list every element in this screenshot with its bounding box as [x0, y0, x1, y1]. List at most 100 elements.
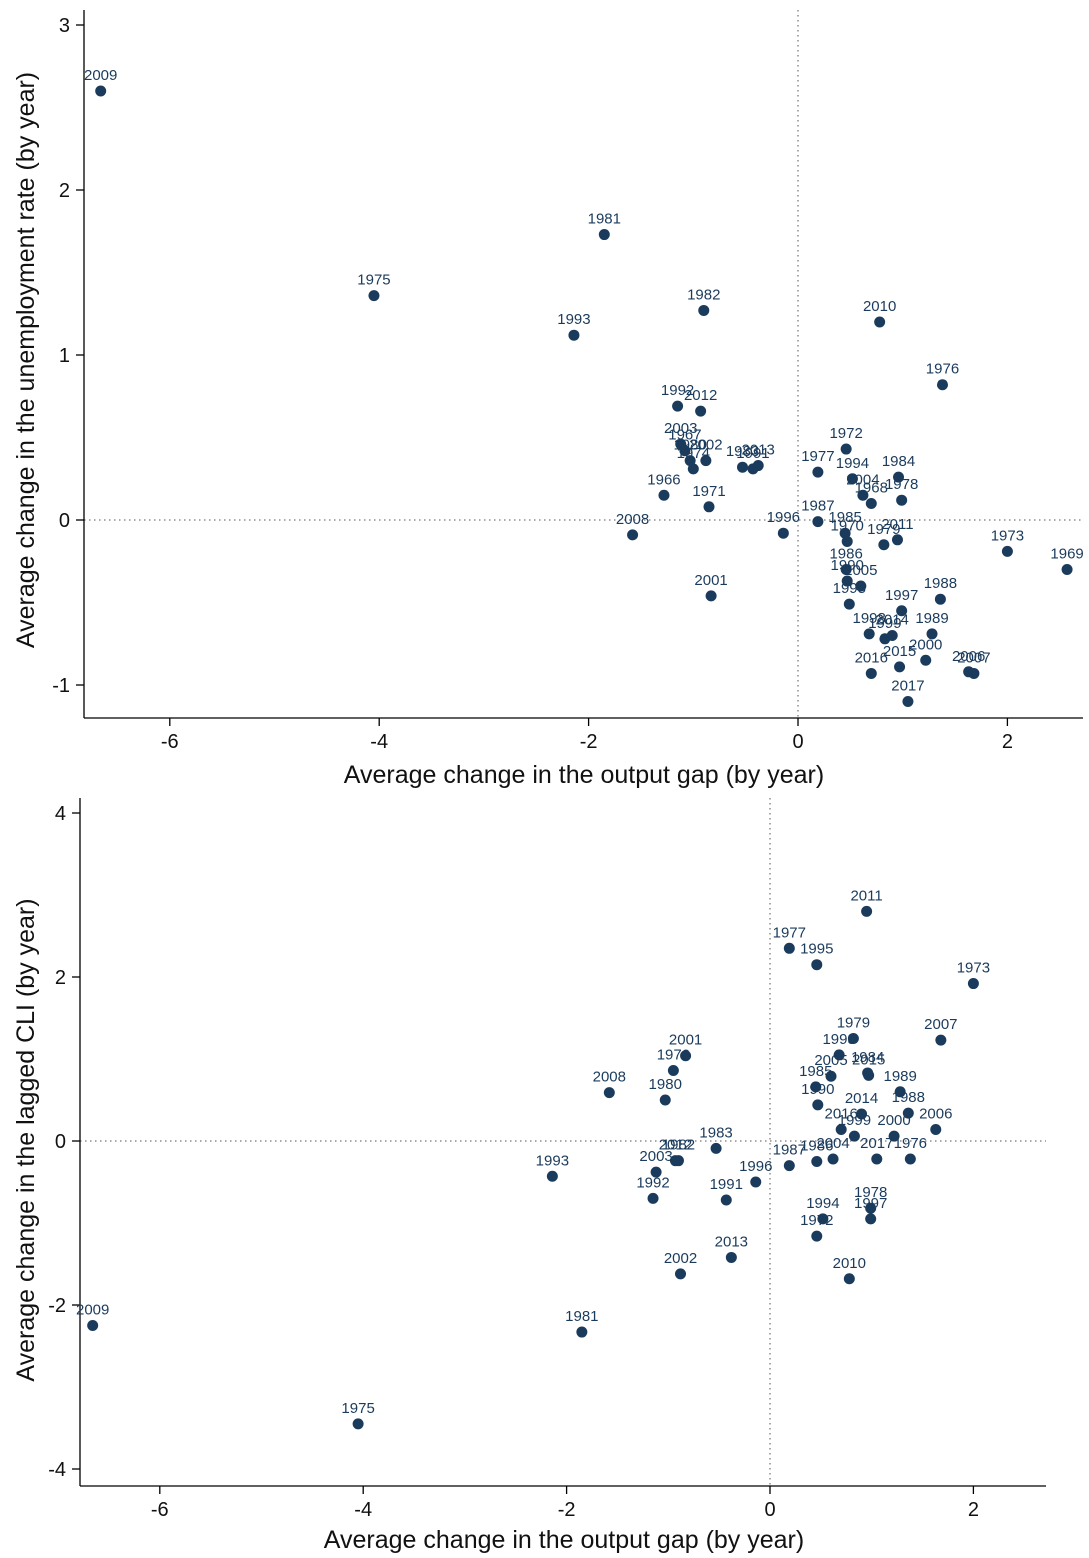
data-point — [894, 1086, 906, 1098]
point-label: 1996 — [767, 509, 800, 526]
point-label: 1991 — [736, 445, 769, 462]
data-point — [783, 1160, 795, 1172]
data-point — [968, 667, 980, 679]
data-point — [893, 471, 905, 483]
point-label: 1978 — [854, 1184, 887, 1201]
data-point — [750, 1176, 762, 1188]
y-tick-label: -1 — [52, 675, 70, 697]
point-label: 1980 — [649, 1076, 682, 1093]
point-label: 1993 — [536, 1152, 569, 1169]
point-label: 2016 — [855, 649, 888, 666]
point-label: 1975 — [341, 1400, 374, 1417]
data-point — [684, 455, 696, 467]
data-point — [679, 445, 691, 457]
data-point — [659, 1094, 671, 1106]
point-label: 2008 — [616, 511, 649, 528]
y-axis-title: Average change in the lagged CLI (by yea… — [12, 898, 40, 1381]
point-label: 1988 — [892, 1089, 925, 1106]
point-label: 2015 — [852, 1051, 885, 1068]
point-label: 1984 — [882, 453, 915, 470]
data-point — [856, 1108, 868, 1120]
point-label: 1981 — [565, 1308, 598, 1325]
point-label: 1972 — [829, 425, 862, 442]
x-tick-label: -6 — [161, 731, 179, 753]
x-tick-label: -2 — [580, 731, 598, 753]
data-point — [675, 1268, 687, 1280]
point-label: 1979 — [867, 521, 900, 538]
data-point — [672, 400, 684, 412]
y-tick-label: 3 — [59, 15, 70, 37]
point-label: 1970 — [831, 517, 864, 534]
point-label: 1968 — [855, 480, 888, 497]
point-label: 2007 — [957, 649, 990, 666]
x-tick-label: 2 — [1002, 731, 1013, 753]
data-point — [672, 1155, 684, 1167]
data-point — [352, 1418, 364, 1430]
data-point — [576, 1326, 588, 1338]
data-point — [904, 1153, 916, 1165]
data-point — [843, 1273, 855, 1285]
point-label: 2001 — [694, 572, 727, 589]
data-point — [698, 304, 710, 316]
point-label: 2016 — [825, 1106, 858, 1123]
data-point — [752, 460, 764, 472]
point-label: 2010 — [863, 298, 896, 315]
data-point — [846, 473, 858, 485]
point-label: 1967 — [668, 427, 701, 444]
x-axis-title: Average change in the output gap (by yea… — [324, 1526, 804, 1554]
point-label: 1985 — [799, 1063, 832, 1080]
data-point — [680, 1050, 692, 1062]
point-label: 2001 — [669, 1032, 702, 1049]
point-label: 2004 — [846, 471, 879, 488]
point-label: 1976 — [926, 361, 959, 378]
data-point — [687, 463, 699, 475]
data-point — [811, 959, 823, 971]
point-label: 2013 — [742, 442, 775, 459]
data-point — [810, 1081, 822, 1093]
data-point — [647, 1192, 659, 1204]
y-axis: -1 0 1 2 3 — [52, 10, 85, 718]
x-tick-label: 0 — [792, 731, 803, 753]
data-point — [847, 1033, 859, 1044]
x-tick-label: -4 — [354, 1499, 372, 1521]
data-point — [603, 1087, 615, 1099]
data-point — [865, 498, 877, 509]
data-point — [827, 1153, 839, 1165]
point-label: 1973 — [957, 960, 990, 977]
data-point — [95, 85, 107, 97]
x-tick-label: -6 — [151, 1499, 169, 1521]
point-label: 1997 — [885, 587, 918, 604]
point-label: 1989 — [915, 610, 948, 627]
point-label: 1990 — [831, 557, 864, 574]
data-point — [863, 628, 875, 640]
data-point — [840, 564, 852, 575]
x-tick-label: 2 — [968, 1499, 979, 1521]
data-point — [737, 461, 749, 473]
point-label: 1969 — [1050, 546, 1083, 563]
y-axis-title: Average change in the unemployment rate … — [12, 72, 40, 648]
point-label: 1998 — [853, 610, 886, 627]
data-point — [725, 1251, 737, 1263]
data-point — [902, 696, 914, 707]
point-label: 1999 — [868, 615, 901, 632]
point-label: 1993 — [557, 311, 590, 328]
point-label: 1983 — [726, 443, 759, 460]
point-label: 1985 — [828, 509, 861, 526]
data-point — [841, 535, 853, 547]
point-label: 2000 — [909, 636, 942, 653]
point-label: 2000 — [877, 1112, 910, 1129]
data-point — [896, 605, 908, 617]
y-tick-label: 1 — [59, 345, 70, 367]
data-point — [695, 405, 707, 417]
data-point — [874, 316, 886, 328]
point-label: 2005 — [844, 562, 877, 579]
data-point — [967, 978, 979, 990]
y-axis: -4 -2 0 2 4 — [48, 798, 81, 1486]
point-label: 1994 — [836, 455, 869, 472]
point-label: 1987 — [801, 498, 834, 515]
data-point — [862, 1067, 874, 1079]
point-label: 1995 — [800, 941, 833, 958]
